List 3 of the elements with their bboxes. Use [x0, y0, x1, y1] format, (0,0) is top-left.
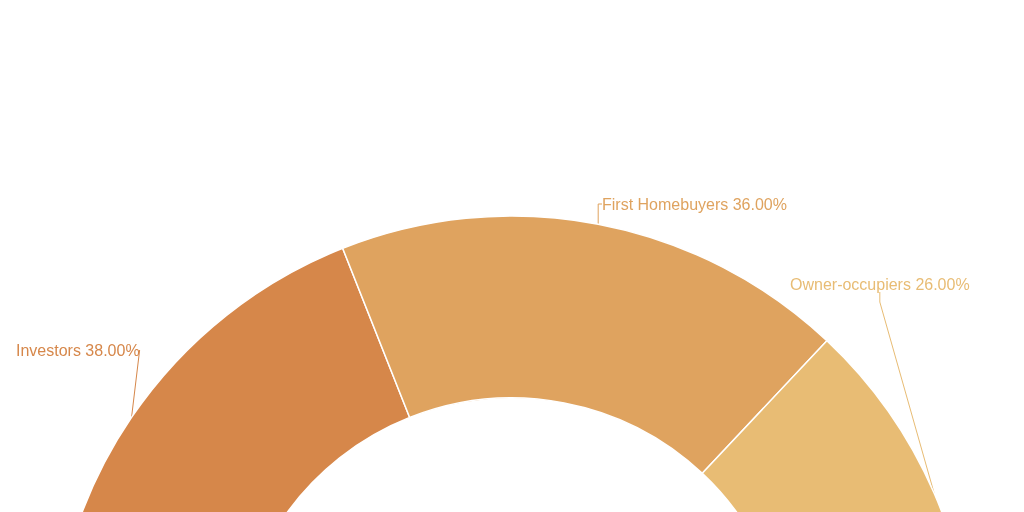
- slice-label: Investors 38.00%: [16, 341, 140, 359]
- slice-label: First Homebuyers 36.00%: [602, 195, 787, 213]
- slice-label: Owner-occupiers 26.00%: [790, 275, 970, 293]
